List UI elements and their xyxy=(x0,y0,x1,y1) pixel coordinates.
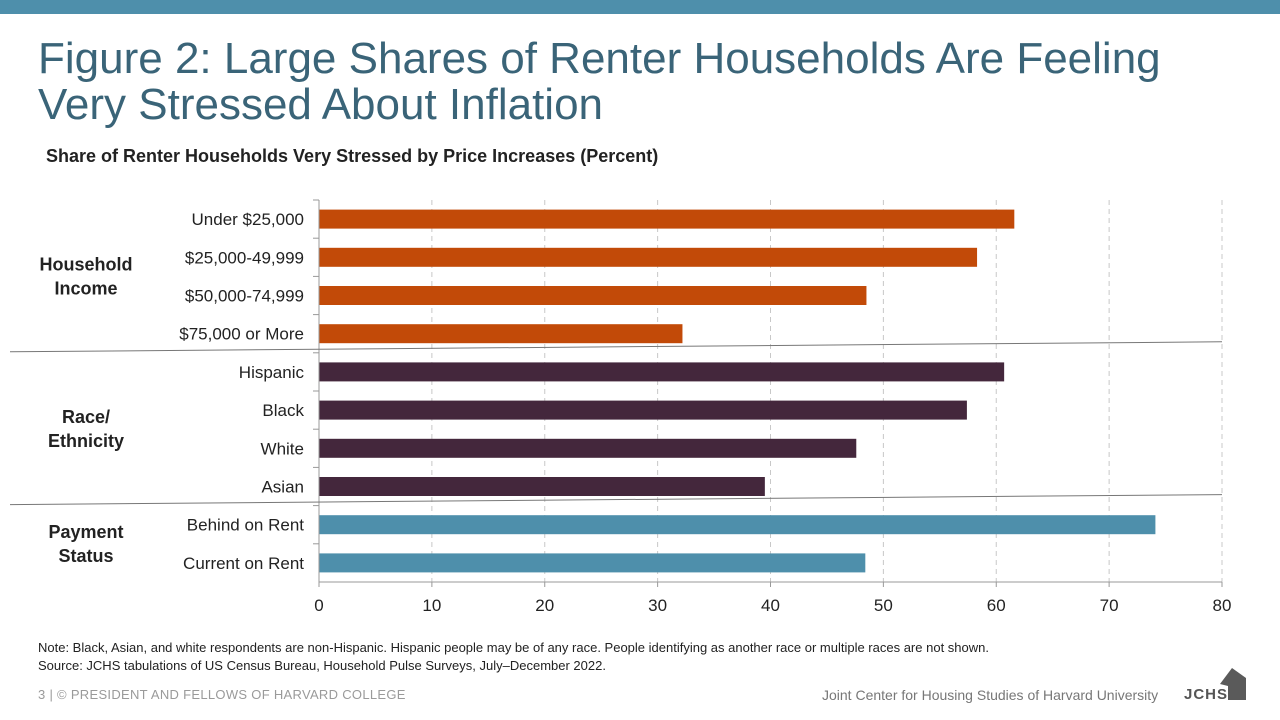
group-label: Household xyxy=(40,254,133,274)
bar xyxy=(319,477,765,496)
source-line: Source: JCHS tabulations of US Census Bu… xyxy=(38,658,606,673)
group-label: Income xyxy=(54,278,117,298)
group-separator xyxy=(9,494,1223,506)
category-label: $75,000 or More xyxy=(179,325,304,344)
chart-title: Share of Renter Households Very Stressed… xyxy=(46,146,659,166)
bar xyxy=(319,324,683,344)
jchs-logo-text: JCHS xyxy=(1184,686,1229,703)
group-label: Ethnicity xyxy=(48,431,124,451)
group-separator xyxy=(9,341,1223,353)
category-label: Hispanic xyxy=(239,363,305,382)
x-tick-label: 0 xyxy=(314,596,323,615)
footer-copyright: 3 | © PRESIDENT AND FELLOWS OF HARVARD C… xyxy=(38,687,406,702)
group-label: Race/ xyxy=(62,407,110,427)
top-accent-bar xyxy=(0,0,1280,14)
slide-title: Figure 2: Large Shares of Renter Househo… xyxy=(38,34,1161,129)
x-tick-label: 70 xyxy=(1100,596,1119,615)
x-tick-label: 60 xyxy=(987,596,1006,615)
category-label: Current on Rent xyxy=(183,554,304,573)
bar xyxy=(319,438,857,458)
bar xyxy=(319,362,1005,382)
x-tick-label: 10 xyxy=(422,596,441,615)
bar xyxy=(319,515,1156,535)
note-line: Note: Black, Asian, and white respondent… xyxy=(38,640,989,655)
category-label: Asian xyxy=(261,478,304,497)
category-label: $50,000-74,999 xyxy=(185,287,304,306)
group-label: Status xyxy=(58,546,113,566)
category-label: White xyxy=(261,439,304,458)
chart-note: Note: Black, Asian, and white respondent… xyxy=(38,639,989,675)
category-label: Black xyxy=(262,401,304,420)
jchs-house-logo-icon xyxy=(1220,668,1246,700)
bar xyxy=(319,553,866,573)
category-label: Behind on Rent xyxy=(187,516,304,535)
footer-organization: Joint Center for Housing Studies of Harv… xyxy=(822,687,1159,703)
x-tick-label: 20 xyxy=(535,596,554,615)
group-label: Payment xyxy=(48,522,123,542)
bar xyxy=(319,247,978,267)
x-tick-label: 30 xyxy=(648,596,667,615)
bar xyxy=(319,209,1015,229)
bar xyxy=(319,400,967,420)
category-label: Under $25,000 xyxy=(192,210,304,229)
bar xyxy=(319,286,867,305)
x-tick-label: 80 xyxy=(1213,596,1232,615)
category-label: $25,000-49,999 xyxy=(185,248,304,267)
x-tick-label: 40 xyxy=(761,596,780,615)
x-tick-label: 50 xyxy=(874,596,893,615)
